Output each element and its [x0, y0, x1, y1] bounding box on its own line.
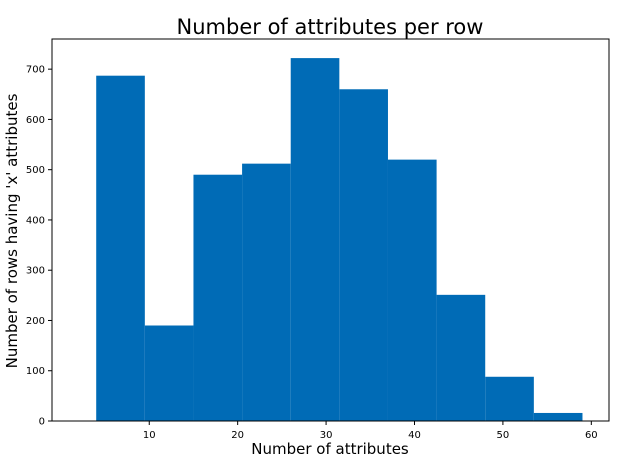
- y-tick-label: 600: [26, 115, 45, 126]
- x-tick-label: 10: [143, 430, 156, 441]
- y-axis-ticks: 0 100 200 300 400 500 600 700: [26, 65, 52, 428]
- bars-group: [96, 58, 583, 422]
- y-tick-label: 500: [26, 165, 45, 176]
- x-tick-label: 40: [408, 430, 421, 441]
- chart-title: Number of attributes per row: [177, 15, 484, 39]
- x-tick-label: 30: [320, 430, 333, 441]
- x-tick-label: 20: [231, 430, 244, 441]
- x-axis-ticks: 10 20 30 40 50 60: [143, 421, 598, 441]
- y-tick-label: 400: [26, 215, 45, 226]
- y-tick-label: 100: [26, 366, 45, 377]
- y-tick-label: 0: [39, 417, 45, 428]
- y-tick-label: 200: [26, 316, 45, 327]
- histogram-bar: [242, 163, 291, 421]
- y-axis-label: Number of rows having 'x' attributes: [3, 93, 21, 368]
- histogram-bar: [436, 294, 486, 421]
- plot-frame: [51, 38, 610, 422]
- x-axis-label: Number of attributes: [251, 440, 409, 458]
- histogram-bar: [193, 174, 243, 421]
- histogram-bar: [533, 412, 583, 421]
- x-tick-label: 60: [585, 430, 598, 441]
- histogram-bar: [387, 159, 437, 421]
- histogram-bar: [339, 89, 388, 422]
- x-tick-label: 50: [497, 430, 510, 441]
- histogram-bar: [96, 75, 145, 421]
- y-tick-label: 700: [26, 65, 45, 76]
- histogram-bar: [290, 58, 340, 421]
- histogram-bar: [485, 376, 534, 421]
- y-tick-label: 300: [26, 266, 45, 277]
- histogram-bar: [144, 325, 194, 421]
